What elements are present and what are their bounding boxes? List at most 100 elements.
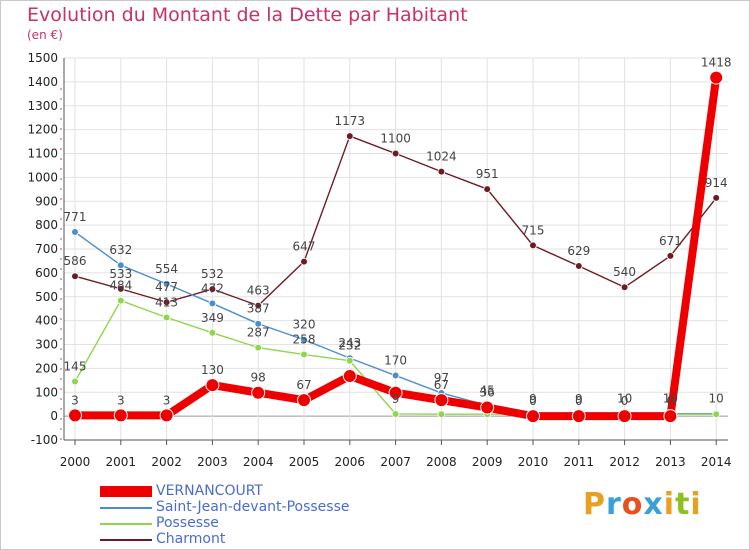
data-label: 67: [296, 378, 311, 392]
x-tick-label: 2010: [518, 455, 549, 469]
data-label: 10: [709, 392, 724, 406]
y-tick-label: 1500: [27, 51, 58, 65]
data-label: 170: [384, 354, 407, 368]
y-tick-label: -100: [31, 433, 58, 447]
data-point: [71, 228, 79, 236]
data-label: 3: [71, 393, 79, 407]
data-point: [391, 410, 400, 418]
y-tick-label: 0: [50, 409, 58, 423]
legend-swatch: [100, 539, 152, 541]
data-point: [162, 298, 171, 307]
data-label: 258: [293, 333, 316, 347]
data-label: 632: [109, 243, 132, 257]
data-point: [574, 262, 583, 270]
data-point: [254, 319, 263, 328]
data-point: [300, 257, 308, 266]
data-label: 532: [201, 267, 224, 281]
data-label: 10: [617, 392, 632, 406]
x-tick-label: 2000: [60, 455, 91, 469]
data-point: [300, 335, 308, 344]
data-label: 671: [659, 234, 682, 248]
data-label: 1418: [701, 56, 732, 70]
data-label: 320: [293, 318, 316, 332]
data-label: 914: [705, 176, 728, 190]
data-point: [712, 410, 720, 419]
data-label: 484: [109, 279, 132, 293]
legend-swatch: [100, 507, 152, 509]
data-label: 36: [480, 386, 495, 400]
data-label: 67: [434, 378, 449, 392]
data-label: 647: [293, 240, 316, 254]
y-tick-label: 700: [35, 242, 58, 256]
y-tick-label: 600: [35, 266, 58, 280]
data-point: [117, 296, 125, 305]
data-label: 771: [64, 210, 87, 224]
proxiti-logo: Proxiti: [583, 487, 702, 522]
y-tick-label: 500: [35, 290, 58, 304]
data-label: 477: [155, 280, 178, 294]
data-label: 533: [109, 267, 132, 281]
data-point: [483, 185, 492, 193]
legend-label: VERNANCOURT: [156, 483, 263, 499]
data-label: 1173: [335, 114, 366, 128]
y-tick-label: 400: [35, 314, 58, 328]
data-label: 463: [247, 284, 270, 298]
x-tick-label: 2012: [609, 455, 640, 469]
data-label: 951: [476, 167, 499, 181]
data-point: [117, 285, 125, 293]
data-label: 387: [247, 302, 270, 316]
y-tick-label: 300: [35, 338, 58, 352]
data-label: 97: [434, 371, 449, 385]
logo-letter: i: [663, 487, 676, 522]
chart-title: Evolution du Montant de la Dette par Hab…: [27, 4, 468, 26]
legend-label: Possesse: [156, 515, 219, 531]
data-label: 9: [529, 392, 537, 406]
data-point: [526, 409, 540, 424]
data-point: [254, 343, 263, 352]
data-point: [391, 149, 400, 158]
data-label: 0: [667, 394, 675, 408]
logo-letter: P: [583, 487, 606, 522]
x-tick-label: 2011: [564, 455, 595, 469]
data-point: [663, 409, 678, 424]
logo-letter: t: [675, 487, 691, 522]
data-point: [620, 283, 629, 292]
data-point: [162, 280, 171, 288]
data-label: 10: [663, 392, 678, 406]
data-point: [391, 371, 400, 380]
x-tick-label: 2004: [243, 455, 274, 469]
data-label: 715: [522, 223, 545, 237]
x-tick-label: 2006: [335, 455, 366, 469]
x-tick-label: 2008: [426, 455, 457, 469]
logo-letter: o: [621, 487, 644, 522]
x-tick-label: 2007: [380, 455, 411, 469]
data-point: [388, 385, 403, 400]
data-point: [159, 408, 174, 423]
x-tick-label: 2001: [106, 455, 137, 469]
data-point: [342, 369, 357, 384]
legend-label: Saint-Jean-devant-Possesse: [156, 499, 350, 515]
data-point: [712, 194, 720, 202]
data-label: 232: [338, 339, 361, 353]
data-label: 629: [567, 244, 590, 258]
data-label: 586: [64, 254, 87, 268]
data-point: [208, 285, 217, 293]
data-point: [117, 261, 125, 270]
x-tick-label: 2013: [655, 455, 686, 469]
y-tick-label: 1400: [27, 75, 58, 89]
data-label: 145: [64, 360, 87, 374]
data-point: [571, 409, 586, 424]
data-point: [208, 329, 217, 337]
data-point: [297, 393, 311, 408]
data-label: 9: [575, 392, 583, 406]
data-label: 0: [575, 394, 583, 408]
data-label: 413: [155, 296, 178, 310]
y-tick-label: 1000: [27, 170, 58, 184]
data-label: 0: [529, 394, 537, 408]
data-point: [113, 408, 128, 423]
data-label: 287: [247, 326, 270, 340]
legend-swatch: [100, 523, 152, 525]
data-point: [529, 241, 537, 250]
data-point: [709, 70, 724, 85]
